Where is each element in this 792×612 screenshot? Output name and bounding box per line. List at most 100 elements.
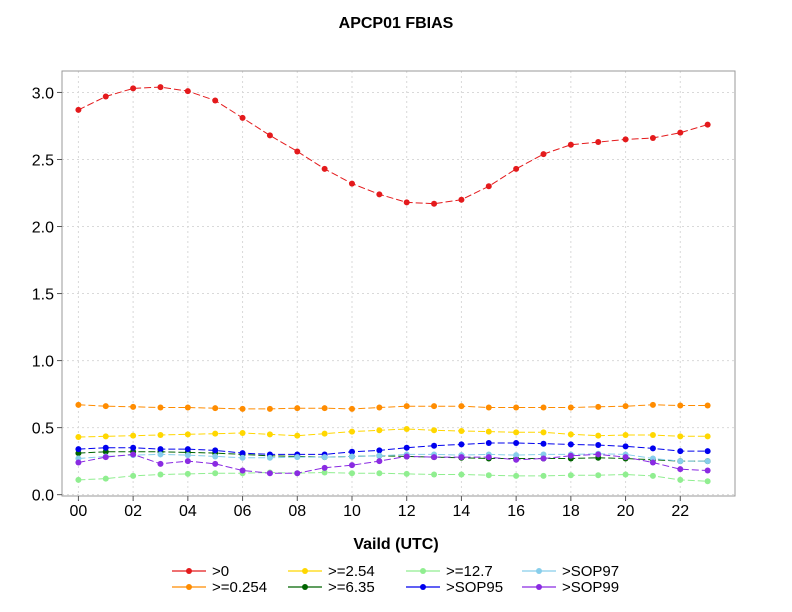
data-point <box>403 444 410 451</box>
data-point <box>102 475 109 482</box>
data-point <box>75 446 82 453</box>
legend-item: >SOP95 <box>406 579 503 596</box>
data-point <box>75 459 82 466</box>
data-point <box>458 471 465 478</box>
data-point <box>677 402 684 409</box>
y-tick-label: 2.0 <box>32 220 54 237</box>
data-point <box>184 470 191 477</box>
data-point <box>622 403 629 410</box>
legend-swatch-marker <box>536 584 542 590</box>
data-point <box>458 403 465 410</box>
data-point <box>130 432 137 439</box>
legend-label: >=2.54 <box>328 563 375 580</box>
data-point <box>567 431 574 438</box>
data-point <box>239 450 246 457</box>
grid-lines <box>62 71 735 496</box>
data-point <box>677 448 684 455</box>
data-point <box>102 433 109 440</box>
data-point <box>649 401 656 408</box>
series-line <box>78 471 708 482</box>
data-point <box>239 114 246 121</box>
data-point <box>376 404 383 411</box>
series-5 <box>75 469 711 485</box>
data-point <box>677 458 684 465</box>
legend-label: >=0.254 <box>212 579 267 596</box>
data-point <box>212 470 219 477</box>
data-point <box>102 444 109 451</box>
data-point <box>348 180 355 187</box>
data-point <box>513 440 520 447</box>
series-6 <box>75 440 711 458</box>
legend-swatch-marker <box>302 584 308 590</box>
data-point <box>431 403 438 410</box>
data-point <box>294 454 301 461</box>
data-point <box>540 429 547 436</box>
data-point <box>485 183 492 190</box>
data-point <box>403 403 410 410</box>
data-point <box>649 472 656 479</box>
data-point <box>485 472 492 479</box>
series-line <box>78 451 708 462</box>
legend-swatch-marker <box>302 568 308 574</box>
x-tick-label: 14 <box>453 503 471 520</box>
data-point <box>348 453 355 460</box>
data-point <box>376 427 383 434</box>
data-point <box>649 445 656 452</box>
data-point <box>75 106 82 113</box>
x-tick-label: 12 <box>398 503 416 520</box>
data-point <box>239 429 246 436</box>
legend: >0>=0.254 >=2.54>=6.35 >=12.7>SOP95 >SOP97>… <box>172 563 619 596</box>
data-point <box>431 454 438 461</box>
data-point <box>376 191 383 198</box>
data-point <box>513 429 520 436</box>
data-point <box>184 88 191 95</box>
data-point <box>403 470 410 477</box>
x-tick-label: 06 <box>234 503 252 520</box>
data-point <box>321 464 328 471</box>
data-point <box>157 460 164 467</box>
data-point <box>595 442 602 449</box>
data-point <box>704 458 711 465</box>
legend-label: >0 <box>212 563 229 580</box>
data-point <box>212 97 219 104</box>
legend-item: >=0.254 <box>172 579 267 596</box>
data-point <box>212 430 219 437</box>
y-tick-label: 2.5 <box>32 152 54 169</box>
legend-swatch-marker <box>186 568 192 574</box>
data-point <box>649 135 656 142</box>
x-tick-label: 18 <box>562 503 580 520</box>
series-2 <box>75 401 711 412</box>
data-point <box>184 431 191 438</box>
data-point <box>458 454 465 461</box>
data-point <box>458 441 465 448</box>
data-point <box>212 460 219 467</box>
x-tick-label: 20 <box>617 503 635 520</box>
data-point <box>540 440 547 447</box>
data-point <box>567 404 574 411</box>
data-point <box>184 458 191 465</box>
data-point <box>239 405 246 412</box>
data-point <box>513 165 520 172</box>
data-point <box>431 442 438 449</box>
legend-swatch-marker <box>420 568 426 574</box>
data-point <box>677 466 684 473</box>
data-point <box>485 454 492 461</box>
data-point <box>431 427 438 434</box>
data-point <box>567 441 574 448</box>
x-tick-label: 00 <box>70 503 88 520</box>
data-point <box>485 404 492 411</box>
data-point <box>239 467 246 474</box>
data-point <box>321 165 328 172</box>
data-point <box>294 148 301 155</box>
data-point <box>212 405 219 412</box>
data-point <box>102 403 109 410</box>
data-point <box>677 433 684 440</box>
x-axis: 00 02 04 06 08 10 12 14 16 18 20 22 <box>70 496 689 520</box>
series-3 <box>75 425 711 441</box>
y-tick-label: 0.5 <box>32 421 54 438</box>
data-point <box>677 476 684 483</box>
data-point <box>348 428 355 435</box>
series-line <box>78 404 708 410</box>
data-point <box>704 433 711 440</box>
